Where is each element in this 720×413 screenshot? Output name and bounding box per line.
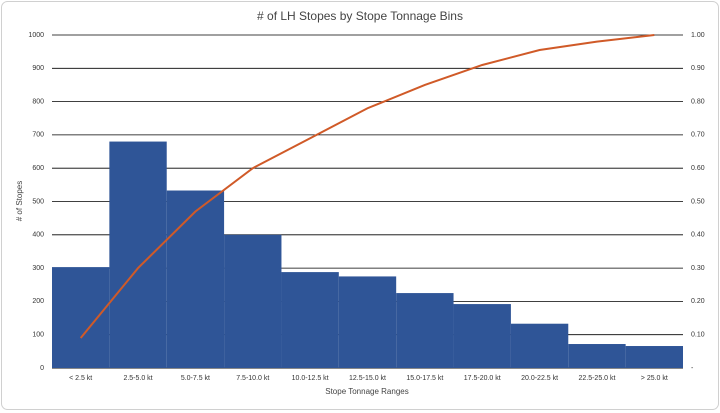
y-tick-label: 1000 <box>28 32 44 39</box>
bar <box>281 272 339 368</box>
bar <box>52 267 110 368</box>
x-tick-label: 10.0-12.5 kt <box>292 375 329 382</box>
bar <box>224 234 282 368</box>
y-tick-label: 100 <box>32 332 44 339</box>
y2-tick-label: 0.60 <box>691 165 705 172</box>
y-tick-label: 600 <box>32 165 44 172</box>
bar <box>338 276 397 368</box>
y-tick-label: 400 <box>32 232 44 239</box>
bar <box>109 141 167 368</box>
x-axis-title: Stope Tonnage Ranges <box>325 387 408 396</box>
x-tick-label: 12.5-15.0 kt <box>349 375 386 382</box>
y-tick-label: 200 <box>32 298 44 305</box>
y2-tick-label: 0.80 <box>691 98 705 105</box>
line <box>79 34 655 339</box>
x-tick-label: 22.5-25.0 kt <box>578 375 615 382</box>
x-tick-label: 20.0-22.5 kt <box>521 375 558 382</box>
y-axis-title: # of Stopes <box>15 181 24 221</box>
y2-tick-label: 0.40 <box>691 232 705 239</box>
bar <box>166 190 225 368</box>
bar <box>510 323 569 368</box>
y2-tick-label: 0.70 <box>691 132 705 139</box>
bar <box>568 344 626 368</box>
y2-tick-label: 0.90 <box>691 65 705 72</box>
chart-title: # of LH Stopes by Stope Tonnage Bins <box>257 9 463 23</box>
y-tick-label: 500 <box>32 198 44 205</box>
x-tick-label: < 2.5 kt <box>69 375 92 382</box>
x-tick-label: 2.5-5.0 kt <box>123 375 152 382</box>
x-tick-label: 15.0-17.5 kt <box>406 375 443 382</box>
y2-tick-label: 0.30 <box>691 265 705 272</box>
bar <box>453 304 511 368</box>
bar <box>625 346 683 368</box>
bar <box>396 293 454 368</box>
y-tick-label: 700 <box>32 132 44 139</box>
y-tick-label: 0 <box>40 365 44 372</box>
x-tick-label: 5.0-7.5 kt <box>181 375 210 382</box>
y-tick-label: 800 <box>32 98 44 105</box>
y2-tick-label: 1.00 <box>691 32 705 39</box>
y2-tick-label: - <box>691 365 694 372</box>
y2-tick-label: 0.10 <box>691 332 705 339</box>
y-tick-label: 900 <box>32 65 44 72</box>
y2-tick-label: 0.20 <box>691 298 705 305</box>
y-tick-label: 300 <box>32 265 44 272</box>
x-tick-label: 17.5-20.0 kt <box>464 375 501 382</box>
x-tick-label: > 25.0 kt <box>641 375 668 382</box>
y2-tick-label: 0.50 <box>691 198 705 205</box>
x-tick-label: 7.5-10.0 kt <box>236 375 269 382</box>
